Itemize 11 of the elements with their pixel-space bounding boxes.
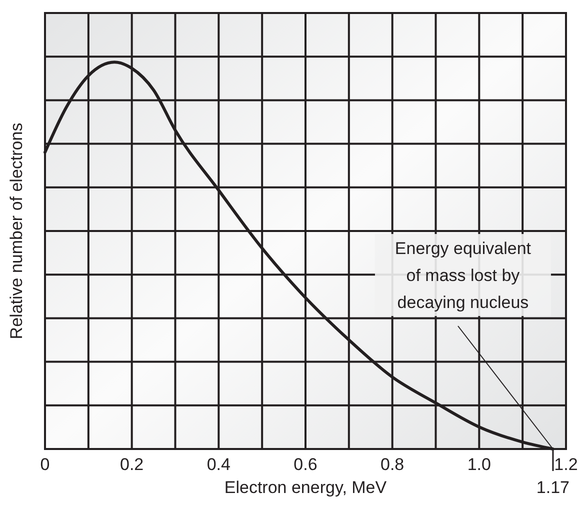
x-tick-label: 0.4 — [206, 455, 230, 474]
x-tick-label: 0.8 — [380, 455, 404, 474]
x-tick-label: 0 — [40, 455, 50, 474]
x-tick-label: 1.0 — [467, 455, 491, 474]
y-axis-title: Relative number of electrons — [7, 122, 26, 340]
x-axis-title: Electron energy, MeV — [224, 478, 388, 497]
annotation: 1.17 — [536, 478, 570, 497]
annotation: Energy equivalent of mass lost by decaying nucleus — [394, 239, 532, 312]
x-tick-label: 0.6 — [294, 455, 318, 474]
x-tick-label: 1.2 — [554, 455, 578, 474]
x-tick-label: 0.2 — [120, 455, 144, 474]
